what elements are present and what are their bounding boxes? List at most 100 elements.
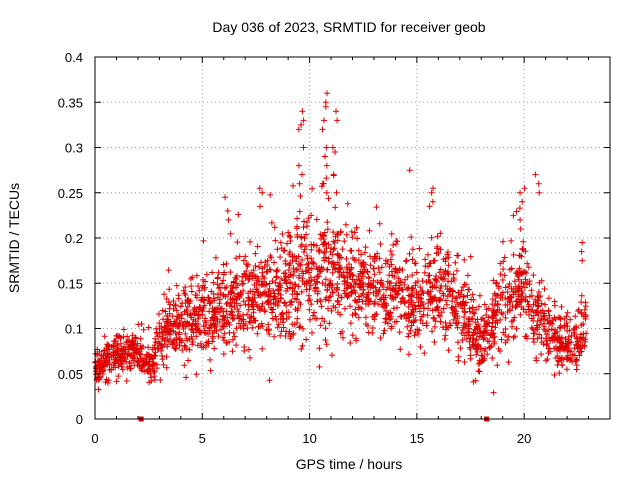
data-point <box>349 332 356 339</box>
data-point <box>297 262 304 269</box>
data-point <box>193 333 200 340</box>
y-tick-label: 0.15 <box>58 276 83 291</box>
data-point <box>390 286 397 293</box>
data-point <box>577 348 584 355</box>
data-point <box>240 316 247 323</box>
data-point <box>229 297 236 304</box>
data-point <box>292 282 299 289</box>
data-point <box>323 175 330 182</box>
data-point <box>494 301 501 308</box>
data-point <box>190 329 197 336</box>
data-point <box>290 272 297 279</box>
data-point <box>230 329 237 336</box>
data-point <box>105 354 112 361</box>
data-point <box>240 298 247 305</box>
data-point <box>167 327 174 334</box>
data-point <box>428 189 435 196</box>
data-point <box>137 365 144 372</box>
data-point <box>523 269 530 276</box>
data-point <box>457 345 464 352</box>
data-point <box>524 260 531 267</box>
data-point <box>173 307 180 314</box>
data-point <box>267 191 274 198</box>
data-point <box>556 345 563 352</box>
data-point <box>383 286 390 293</box>
data-point <box>458 287 465 294</box>
data-point <box>187 312 194 319</box>
data-point <box>341 280 348 287</box>
data-point <box>316 363 323 370</box>
data-point <box>433 297 440 304</box>
data-point <box>573 323 580 330</box>
data-point <box>540 320 547 327</box>
data-point <box>299 325 306 332</box>
data-point <box>324 226 331 233</box>
data-point <box>332 304 339 311</box>
data-point <box>507 294 514 301</box>
data-point <box>365 281 372 288</box>
data-point <box>438 309 445 316</box>
data-point <box>316 268 323 275</box>
data-point <box>522 248 529 255</box>
data-point <box>524 298 531 305</box>
data-point <box>408 293 415 300</box>
data-point <box>579 239 586 246</box>
data-point <box>532 326 539 333</box>
data-point <box>171 318 178 325</box>
data-point <box>541 326 548 333</box>
data-point <box>521 185 528 192</box>
data-point <box>351 287 358 294</box>
data-point <box>541 310 548 317</box>
data-point <box>317 322 324 329</box>
data-point <box>352 306 359 313</box>
data-point <box>259 300 266 307</box>
data-point <box>531 330 538 337</box>
data-point <box>228 308 235 315</box>
data-point <box>203 342 210 349</box>
data-point <box>515 276 522 283</box>
data-point <box>240 322 247 329</box>
data-point <box>525 264 532 271</box>
data-point <box>229 283 236 290</box>
data-point <box>491 333 498 340</box>
data-point <box>306 306 313 313</box>
data-point <box>536 279 543 286</box>
data-point <box>487 344 494 351</box>
data-point <box>382 319 389 326</box>
data-point <box>102 352 109 359</box>
data-point <box>401 281 408 288</box>
data-point <box>301 246 308 253</box>
data-point <box>280 270 287 277</box>
data-point <box>453 294 460 301</box>
data-point <box>300 224 307 231</box>
data-point <box>292 306 299 313</box>
data-point <box>330 229 337 236</box>
data-point <box>291 268 298 275</box>
data-point <box>259 189 266 196</box>
data-point <box>426 272 433 279</box>
data-point <box>450 274 457 281</box>
data-point <box>275 321 282 328</box>
data-point <box>437 295 444 302</box>
data-point <box>546 345 553 352</box>
data-point <box>536 321 543 328</box>
data-point <box>202 278 209 285</box>
data-point <box>421 350 428 357</box>
data-point <box>169 313 176 320</box>
data-point <box>408 234 415 241</box>
data-point <box>134 340 141 347</box>
data-point <box>373 292 380 299</box>
data-point <box>152 376 159 383</box>
data-point <box>303 336 310 343</box>
data-point <box>481 328 488 335</box>
data-point <box>254 330 261 337</box>
data-point <box>476 333 483 340</box>
data-point <box>508 237 515 244</box>
data-point <box>273 274 280 281</box>
data-point <box>571 352 578 359</box>
data-point <box>275 290 282 297</box>
data-point <box>405 303 412 310</box>
data-point <box>421 269 428 276</box>
data-point <box>136 351 143 358</box>
data-point <box>406 250 413 257</box>
